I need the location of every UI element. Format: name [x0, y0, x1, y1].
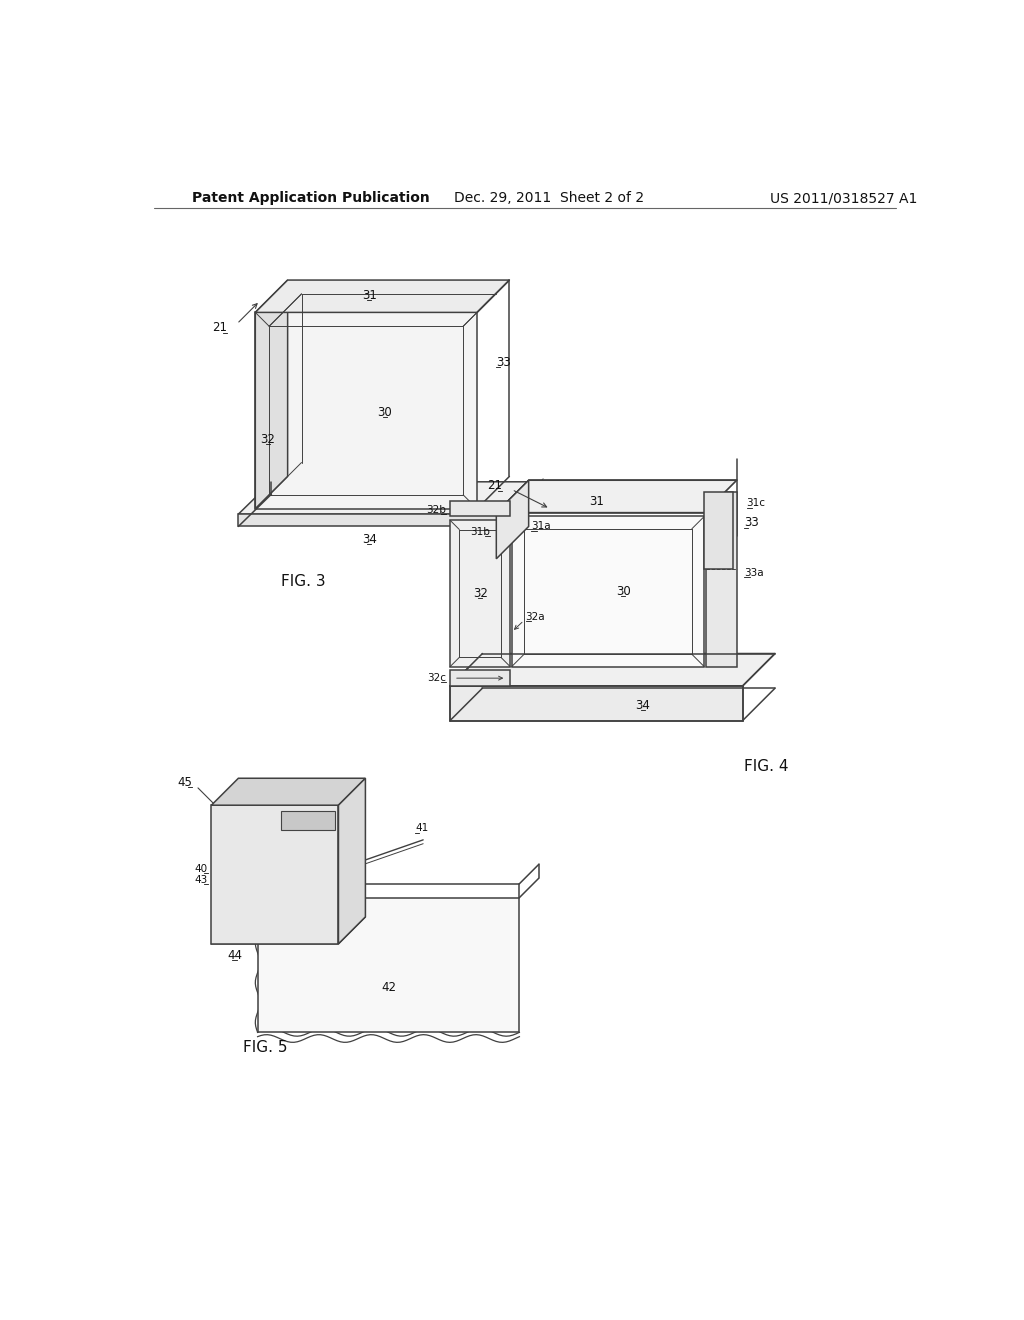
Polygon shape: [451, 520, 510, 667]
Text: FIG. 4: FIG. 4: [743, 759, 788, 775]
Polygon shape: [497, 480, 736, 512]
Polygon shape: [281, 812, 335, 830]
Text: 32c: 32c: [427, 673, 446, 684]
Text: 31: 31: [361, 289, 377, 302]
Polygon shape: [497, 480, 528, 558]
Text: 43: 43: [195, 875, 208, 884]
Polygon shape: [239, 515, 509, 527]
Text: 21: 21: [212, 321, 226, 334]
Text: 31c: 31c: [746, 499, 766, 508]
Polygon shape: [451, 671, 510, 686]
Text: 31: 31: [589, 495, 604, 508]
Text: 32b: 32b: [426, 504, 446, 515]
Polygon shape: [706, 492, 736, 667]
Polygon shape: [451, 653, 775, 686]
Text: 32a: 32a: [525, 611, 545, 622]
Polygon shape: [255, 313, 477, 508]
Text: 42: 42: [381, 981, 396, 994]
Polygon shape: [451, 686, 742, 721]
Polygon shape: [239, 482, 543, 515]
Polygon shape: [211, 779, 366, 805]
Text: 30: 30: [616, 585, 631, 598]
Text: 33: 33: [744, 516, 759, 529]
Polygon shape: [255, 280, 509, 313]
Text: FIG. 5: FIG. 5: [243, 1040, 288, 1055]
Text: 33a: 33a: [744, 568, 764, 578]
Text: 46: 46: [346, 814, 359, 824]
Polygon shape: [705, 492, 733, 569]
Polygon shape: [339, 779, 366, 944]
Text: 21: 21: [487, 479, 503, 492]
Text: 32: 32: [473, 587, 487, 601]
Text: 31a: 31a: [531, 521, 551, 532]
Polygon shape: [211, 917, 366, 944]
Polygon shape: [211, 805, 339, 944]
Text: 33: 33: [497, 356, 511, 370]
Text: 40: 40: [195, 865, 208, 874]
Polygon shape: [512, 516, 705, 667]
Text: FIG. 3: FIG. 3: [282, 574, 326, 590]
Text: 34: 34: [635, 698, 650, 711]
Text: US 2011/0318527 A1: US 2011/0318527 A1: [770, 191, 918, 206]
Text: 41: 41: [416, 824, 429, 833]
Text: 34: 34: [361, 533, 377, 546]
Text: 44: 44: [227, 949, 242, 962]
Text: 45: 45: [177, 776, 193, 788]
Text: Patent Application Publication: Patent Application Publication: [193, 191, 430, 206]
Text: 31b: 31b: [470, 527, 490, 537]
Polygon shape: [451, 502, 510, 516]
Text: 32: 32: [260, 433, 275, 446]
Polygon shape: [258, 898, 519, 1032]
Polygon shape: [255, 280, 288, 508]
Text: Dec. 29, 2011  Sheet 2 of 2: Dec. 29, 2011 Sheet 2 of 2: [454, 191, 644, 206]
Text: 30: 30: [377, 407, 392, 418]
